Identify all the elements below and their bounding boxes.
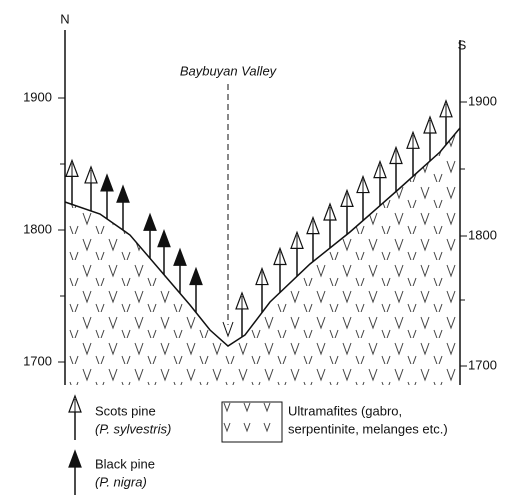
trees [65, 99, 453, 337]
right-tick-label: 1900 [468, 93, 497, 108]
left-tick-label: 1700 [23, 353, 52, 368]
axes [58, 30, 467, 385]
left-tick-label: 1900 [23, 89, 52, 104]
black-pine-crown [189, 266, 203, 286]
black-pine-crown [116, 184, 130, 203]
ground [64, 127, 461, 385]
legend: Scots pine (P. sylvestris) Ultramafites … [68, 394, 448, 495]
black-pine-crown [68, 449, 82, 468]
legend-black-icon [68, 449, 82, 495]
valley-label: Baybuyan Valley [180, 63, 278, 78]
valley-arrowhead [222, 321, 234, 338]
black-pine-crown [173, 247, 187, 266]
legend-rock-sublabel: serpentinite, melanges etc.) [288, 421, 448, 436]
ground-surface [64, 127, 461, 347]
black-pine-crown [143, 212, 157, 231]
right-tick-label: 1700 [468, 357, 497, 372]
legend-black-label: Black pine [95, 456, 155, 471]
south-label: S [458, 37, 467, 52]
right-tick-label: 1800 [468, 227, 497, 242]
black-pine-crown [100, 173, 114, 192]
legend-rock-swatch [221, 401, 283, 443]
legend-rock-label: Ultramafites (gabro, [288, 403, 402, 418]
legend-scots-sublabel: (P. sylvestris) [95, 421, 171, 436]
legend-scots-icon [68, 394, 82, 440]
legend-scots-label: Scots pine [95, 403, 156, 418]
north-label: N [60, 11, 69, 26]
rock-fill [65, 128, 460, 385]
legend-black-sublabel: (P. nigra) [95, 474, 147, 489]
left-tick-label: 1800 [23, 221, 52, 236]
black-pine-crown [157, 228, 171, 248]
